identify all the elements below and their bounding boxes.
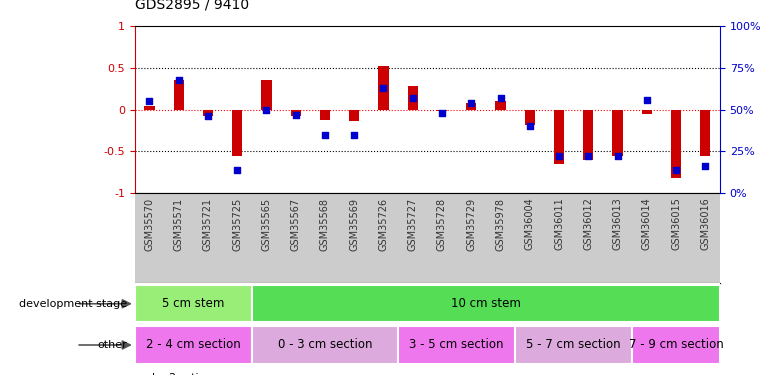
Bar <box>515 326 632 364</box>
Point <box>143 98 156 104</box>
Point <box>172 76 185 82</box>
Point <box>524 123 536 129</box>
Bar <box>135 285 252 322</box>
Point <box>231 167 243 173</box>
Text: GSM35569: GSM35569 <box>350 198 359 250</box>
Text: 5 cm stem: 5 cm stem <box>162 297 225 310</box>
Bar <box>252 326 398 364</box>
Text: GDS2895 / 9410: GDS2895 / 9410 <box>135 0 249 11</box>
Text: GSM36014: GSM36014 <box>642 198 651 250</box>
Bar <box>554 110 564 164</box>
Point <box>377 85 390 91</box>
Bar <box>252 285 720 322</box>
Bar <box>437 110 447 111</box>
Text: GSM35978: GSM35978 <box>496 198 505 250</box>
Text: GSM35727: GSM35727 <box>408 198 417 251</box>
Point <box>611 153 624 159</box>
Point <box>699 164 711 170</box>
Bar <box>524 110 535 125</box>
Bar <box>398 326 515 364</box>
Bar <box>290 110 301 116</box>
Text: GSM36011: GSM36011 <box>554 198 564 250</box>
Point <box>465 100 477 106</box>
Bar <box>232 110 243 156</box>
Point <box>641 97 653 103</box>
Point <box>290 112 302 118</box>
Bar <box>135 326 252 364</box>
Bar <box>641 110 652 114</box>
Bar <box>612 110 623 156</box>
Bar <box>173 81 184 110</box>
Point <box>494 95 507 101</box>
Text: 10 cm stem: 10 cm stem <box>451 297 521 310</box>
Point <box>436 110 448 116</box>
Bar <box>700 110 711 156</box>
Text: 2 - 4 cm section: 2 - 4 cm section <box>146 339 241 351</box>
Bar <box>583 110 594 160</box>
Text: GSM35570: GSM35570 <box>145 198 154 251</box>
Text: GSM36004: GSM36004 <box>525 198 534 250</box>
Text: GSM35567: GSM35567 <box>291 198 300 251</box>
Text: GSM35568: GSM35568 <box>320 198 330 250</box>
Text: GSM36016: GSM36016 <box>701 198 710 250</box>
Bar <box>495 101 506 109</box>
Bar <box>261 81 272 110</box>
Bar <box>320 110 330 120</box>
Text: log2 ratio: log2 ratio <box>152 373 205 375</box>
Text: 0 - 3 cm section: 0 - 3 cm section <box>278 339 372 351</box>
Text: 3 - 5 cm section: 3 - 5 cm section <box>410 339 504 351</box>
Text: GSM36012: GSM36012 <box>584 198 593 250</box>
Bar <box>349 110 360 120</box>
Bar <box>466 103 477 110</box>
Bar <box>407 86 418 109</box>
Bar <box>378 66 389 110</box>
Point <box>260 106 273 112</box>
Bar <box>671 110 681 178</box>
Point <box>202 113 214 119</box>
Text: GSM35571: GSM35571 <box>174 198 183 251</box>
Point <box>582 153 594 159</box>
Text: 7 - 9 cm section: 7 - 9 cm section <box>628 339 724 351</box>
Point <box>319 132 331 138</box>
Bar <box>203 110 213 116</box>
Point <box>407 95 419 101</box>
Text: 5 - 7 cm section: 5 - 7 cm section <box>527 339 621 351</box>
Bar <box>144 105 155 110</box>
Point <box>670 167 682 173</box>
Text: GSM35729: GSM35729 <box>467 198 476 251</box>
Point <box>553 153 565 159</box>
Point <box>348 132 360 138</box>
Text: GSM36015: GSM36015 <box>671 198 681 250</box>
Text: development stage: development stage <box>19 299 127 309</box>
Text: GSM35721: GSM35721 <box>203 198 213 251</box>
Bar <box>632 326 720 364</box>
Text: GSM36013: GSM36013 <box>613 198 622 250</box>
Text: GSM35725: GSM35725 <box>233 198 242 251</box>
Text: GSM35565: GSM35565 <box>262 198 271 251</box>
Text: GSM35726: GSM35726 <box>379 198 388 251</box>
Text: ■: ■ <box>135 373 146 375</box>
Text: other: other <box>97 340 127 350</box>
Text: GSM35728: GSM35728 <box>437 198 447 251</box>
